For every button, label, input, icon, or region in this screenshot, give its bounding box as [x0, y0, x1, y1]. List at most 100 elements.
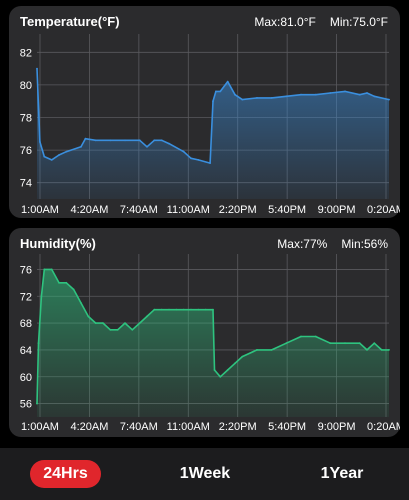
humidity-chart: 56 60 64 68 72 76 1:00AM 4:20AM 7:40AM 11:00AM 2:2…: [20, 254, 400, 433]
humidity-point: [36, 402, 38, 405]
humidity-point: [175, 308, 178, 311]
temperature-xtick-label: 4:20AM: [70, 204, 108, 216]
temperature-xtick-label: 7:40AM: [120, 204, 158, 216]
temperature-point: [84, 137, 87, 140]
humidity-point: [102, 322, 104, 324]
humidity-point: [109, 328, 112, 331]
temperature-point: [124, 139, 126, 142]
temperature-point: [146, 145, 148, 148]
humidity-xtick-label: 5:40PM: [268, 421, 306, 433]
humidity-xtick-label: 0:20AM: [367, 421, 400, 433]
humidity-card: 56 60 64 68 72 76 1:00AM 4:20AM 7:40AM 11:00AM 2:2…: [9, 228, 400, 437]
tab-24hrs[interactable]: 24Hrs: [30, 460, 101, 488]
temperature-point: [314, 93, 317, 96]
temperature-point: [182, 150, 185, 153]
temperature-title: Temperature(°F): [20, 14, 120, 29]
humidity-point: [388, 349, 390, 351]
humidity-point: [329, 342, 332, 345]
temperature-point: [256, 97, 258, 99]
temperature-point: [234, 93, 236, 96]
temperature-point: [65, 150, 68, 153]
humidity-ytick-label: 72: [20, 291, 32, 303]
humidity-ytick-label: 60: [20, 372, 32, 384]
temperature-area: [37, 68, 389, 199]
humidity-point: [204, 308, 207, 311]
temperature-point: [209, 162, 212, 165]
temperature-xtick-label: 0:20AM: [367, 204, 400, 216]
humidity-point: [344, 342, 346, 345]
humidity-point: [380, 349, 383, 351]
temperature-point: [109, 139, 112, 142]
temperature-ytick-label: 80: [20, 80, 32, 92]
temperature-ytick-label: 82: [20, 47, 32, 59]
humidity-point: [37, 342, 40, 345]
humidity-ytick-label: 68: [20, 318, 32, 330]
temperature-point: [219, 90, 222, 93]
humidity-point: [116, 328, 119, 331]
temperature-point: [215, 90, 217, 93]
humidity-xtick-label: 2:20PM: [219, 421, 257, 433]
temperature-point: [329, 92, 332, 94]
temperature-xtick-label: 1:00AM: [21, 204, 59, 216]
temperature-point: [300, 93, 302, 96]
humidity-point: [146, 315, 148, 318]
temperature-point: [241, 98, 244, 101]
tab-1week[interactable]: 1Week: [179, 465, 231, 482]
humidity-point: [314, 335, 317, 338]
humidity-point: [138, 322, 141, 324]
humidity-xtick-label: 1:00AM: [21, 421, 59, 433]
humidity-xtick-label: 4:20AM: [70, 421, 108, 433]
temperature-stats: Max:81.0°F Min:75.0°F: [254, 15, 388, 29]
humidity-point: [373, 342, 376, 345]
temperature-ytick-label: 76: [20, 145, 32, 157]
temperature-min: Min:75.0°F: [329, 15, 388, 29]
humidity-max: Max:77%: [277, 237, 328, 251]
temperature-point: [285, 95, 288, 98]
humidity-point: [94, 322, 97, 324]
humidity-point: [58, 281, 60, 284]
temperature-point: [153, 139, 156, 142]
temperature-point: [388, 98, 390, 101]
humidity-stats: Max:77% Min:56%: [277, 237, 388, 251]
tab-1year[interactable]: 1Year: [320, 465, 364, 482]
temperature-xtick-label: 5:40PM: [268, 204, 306, 216]
humidity-point: [219, 375, 222, 378]
humidity-xtick-label: 11:00AM: [167, 421, 210, 433]
temperature-point: [373, 95, 376, 98]
humidity-ytick-label: 64: [20, 345, 32, 357]
humidity-point: [226, 369, 229, 371]
temperature-point: [43, 155, 46, 158]
humidity-point: [270, 349, 273, 351]
humidity-point: [153, 308, 156, 311]
temperature-point: [160, 139, 163, 142]
temperature-xtick-label: 9:00PM: [318, 204, 356, 216]
range-tab-bar: 24Hrs 1Week 1Year: [0, 448, 409, 500]
humidity-point: [72, 288, 75, 291]
humidity-point: [358, 342, 361, 345]
temperature-point: [226, 80, 229, 83]
humidity-point: [197, 308, 200, 311]
temperature-ytick-label: 74: [20, 178, 32, 190]
humidity-point: [40, 295, 43, 298]
temperature-point: [36, 67, 38, 70]
humidity-min: Min:56%: [341, 237, 388, 251]
humidity-point: [190, 308, 192, 311]
humidity-point: [182, 308, 185, 311]
temperature-point: [212, 100, 214, 103]
temperature-point: [80, 145, 82, 148]
humidity-xtick-label: 9:00PM: [318, 421, 356, 433]
temperature-point: [366, 92, 368, 94]
humidity-ytick-label: 56: [20, 399, 32, 411]
humidity-xtick-label: 7:40AM: [120, 421, 158, 433]
humidity-point: [43, 268, 46, 271]
temperature-xtick-label: 2:20PM: [219, 204, 257, 216]
humidity-point: [256, 349, 258, 351]
temperature-point: [50, 159, 53, 161]
temperature-point: [58, 154, 60, 156]
humidity-point: [234, 362, 236, 365]
humidity-point: [87, 315, 90, 318]
humidity-point: [168, 308, 170, 311]
humidity-point: [80, 302, 82, 304]
temperature-point: [344, 90, 346, 93]
humidity-point: [124, 322, 126, 324]
